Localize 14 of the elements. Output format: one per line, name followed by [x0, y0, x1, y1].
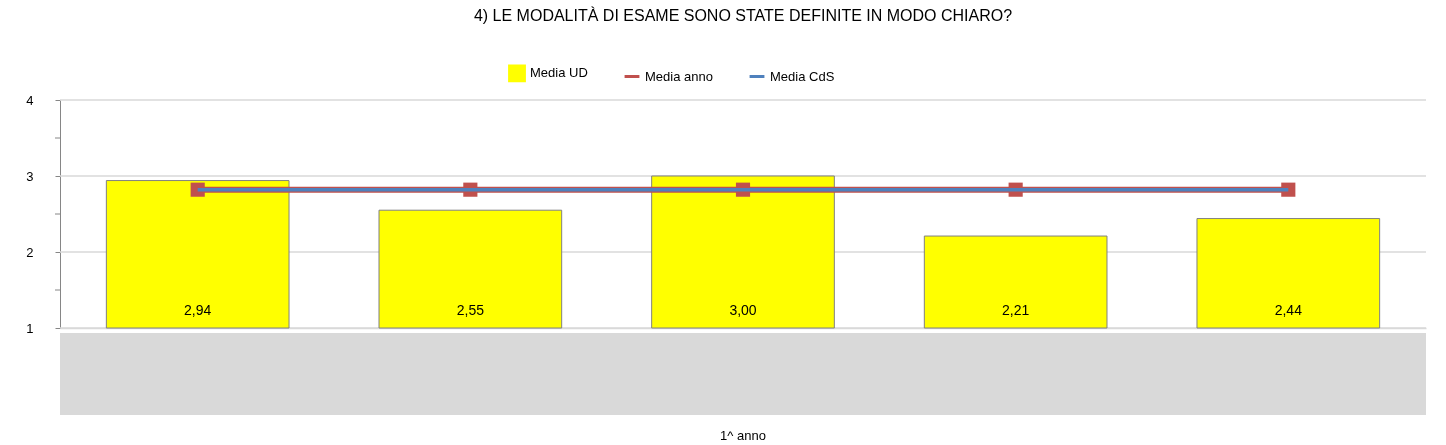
text: 1^ anno: [719, 428, 767, 443]
data-label: 2,94: [184, 302, 212, 318]
data-label: 2,21: [1002, 302, 1030, 318]
data-label: 3,00: [729, 302, 757, 318]
data-label: 2,55: [456, 302, 485, 318]
y-tick-label: 3: [26, 168, 34, 184]
legend-label: Media anno: [645, 68, 713, 84]
legend-label: Media UD: [530, 65, 588, 81]
y-tick-label: 2: [26, 244, 34, 260]
data-label: 2,44: [1274, 302, 1303, 318]
y-tick-label: 1: [26, 320, 34, 336]
chart-title: 4) LE MODALITÀ DI ESAME SONO STATE DEFINITE IN MODO CHIARO?: [473, 6, 1013, 24]
y-tick-label: 4: [26, 92, 34, 108]
legend-label: Media CdS: [770, 68, 835, 84]
